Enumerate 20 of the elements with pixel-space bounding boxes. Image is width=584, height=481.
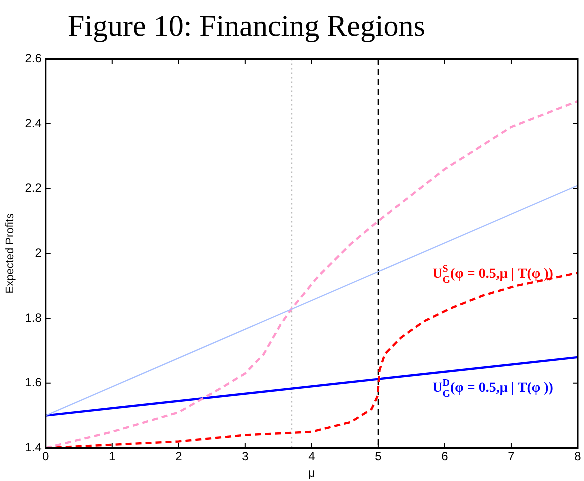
y-tick-label: 1.4 bbox=[25, 440, 42, 455]
y-tick-label: 2.4 bbox=[25, 116, 42, 130]
x-tick-label: 5 bbox=[375, 450, 382, 464]
y-tick-label: 2 bbox=[35, 246, 42, 260]
x-axis-title: μ bbox=[308, 466, 316, 480]
x-tick-label: 8 bbox=[574, 450, 582, 464]
x-tick-label: 1 bbox=[109, 450, 116, 464]
y-axis-title: Expected Profits bbox=[4, 213, 17, 294]
x-tick-label: 4 bbox=[308, 450, 316, 464]
y-tick-label: 2.2 bbox=[25, 181, 42, 196]
x-tick-label: 0 bbox=[42, 450, 50, 464]
x-tick-label: 2 bbox=[176, 450, 183, 464]
line-series bbox=[46, 100, 578, 448]
x-tick-label: 3 bbox=[242, 450, 250, 464]
y-tick-label: 1.6 bbox=[25, 376, 42, 390]
chart-title: Figure 10: Financing Regions bbox=[67, 9, 426, 45]
x-tick-label: 6 bbox=[442, 450, 449, 464]
y-tick-label: 2.6 bbox=[25, 52, 42, 66]
x-tick-label: 7 bbox=[508, 450, 516, 464]
y-tick-label: 1.8 bbox=[25, 310, 42, 325]
